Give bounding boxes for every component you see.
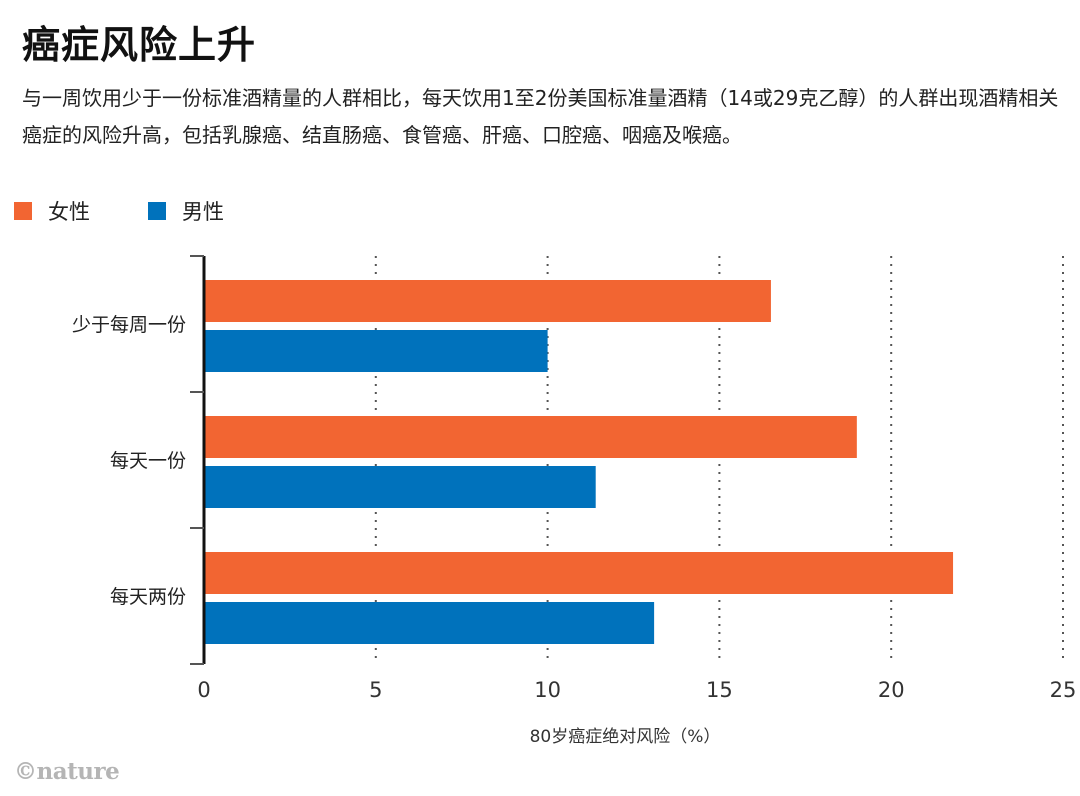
legend-item-women: 女性: [14, 196, 90, 226]
bar-men-2: [204, 602, 655, 644]
x-tick-label: 15: [706, 678, 733, 702]
x-axis-label: 80岁癌症绝对风险（%）: [530, 727, 721, 747]
legend-item-men: 男性: [148, 196, 224, 226]
legend-label-women: 女性: [48, 200, 90, 224]
nature-logo: ©nature: [14, 758, 120, 785]
bar-men-1: [204, 466, 596, 508]
category-label: 每天两份: [110, 586, 186, 608]
legend-swatch-men: [148, 202, 166, 220]
bar-women-2: [204, 552, 954, 594]
bar-women-1: [204, 416, 857, 458]
bars: [204, 280, 954, 644]
x-tick-label: 10: [534, 678, 561, 702]
legend: 女性 男性: [14, 196, 282, 226]
x-tick-labels: 0 5 10 15 20 25: [197, 678, 1076, 702]
legend-label-men: 男性: [182, 200, 224, 224]
x-tick-label: 5: [369, 678, 382, 702]
x-tick-label: 0: [197, 678, 210, 702]
bar-men-0: [204, 330, 548, 372]
y-axis: [190, 255, 206, 665]
category-label: 每天一份: [110, 450, 186, 472]
x-tick-label: 25: [1050, 678, 1077, 702]
chart-title: 癌症风险上升: [22, 23, 257, 67]
chart-subtitle: 与一周饮用少于一份标准酒精量的人群相比，每天饮用1至2份美国标准量酒精（14或2…: [22, 86, 1059, 147]
bar-women-0: [204, 280, 771, 322]
category-label: 少于每周一份: [72, 314, 186, 336]
legend-swatch-women: [14, 202, 32, 220]
x-tick-label: 20: [878, 678, 905, 702]
